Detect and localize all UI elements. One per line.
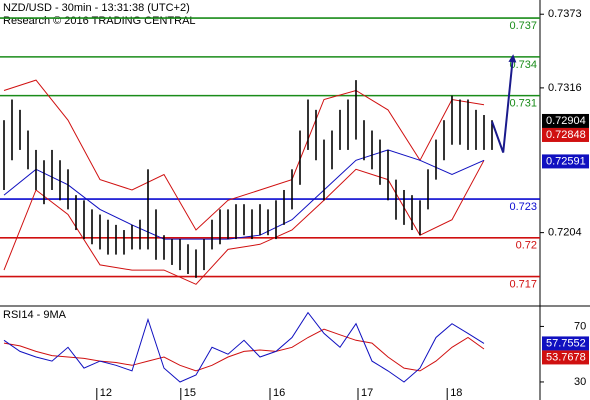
x-tick-label: 12 [100, 387, 112, 399]
x-tick-label: 18 [450, 387, 462, 399]
price-label-box [542, 127, 589, 142]
price-label: 0.72848 [546, 129, 586, 141]
price-label-box [542, 113, 589, 128]
bollinger-band [3, 79, 485, 231]
rsi-title: RSI14 - 9MA [3, 309, 67, 321]
level-label: 0.723 [509, 201, 537, 213]
level-label: 0.737 [509, 20, 537, 32]
x-tick-label: 17 [361, 387, 373, 399]
x-tick-label: 16 [273, 387, 285, 399]
price-label: 0.72591 [546, 155, 586, 167]
y-tick-label: 0.7316 [548, 82, 582, 94]
y-tick-label: 30 [574, 376, 586, 388]
value-label-box [542, 350, 589, 365]
level-label: 0.72 [516, 240, 537, 252]
moving-average [3, 149, 485, 240]
level-label: 0.734 [509, 59, 537, 71]
price-label: 0.72904 [546, 115, 586, 127]
y-tick-label: 70 [574, 320, 586, 332]
chart-title: NZD/USD - 30min - 13:31:38 (UTC+2) [3, 2, 190, 14]
forecast-arrow [491, 54, 517, 153]
rsi-line [3, 328, 485, 372]
chart-subtitle: Research © 2016 TRADING CENTRAL [3, 15, 196, 27]
level-label: 0.717 [509, 278, 537, 290]
y-tick-label: 0.7204 [548, 227, 582, 239]
price-label-box [542, 154, 589, 169]
y-tick-label: 0.7373 [548, 8, 582, 20]
value-label: 53.7678 [546, 351, 586, 363]
value-label-box [542, 336, 589, 351]
value-label: 57.7552 [546, 337, 586, 349]
level-label: 0.731 [509, 98, 537, 110]
x-tick-label: 15 [184, 387, 196, 399]
rsi-line [3, 311, 485, 383]
